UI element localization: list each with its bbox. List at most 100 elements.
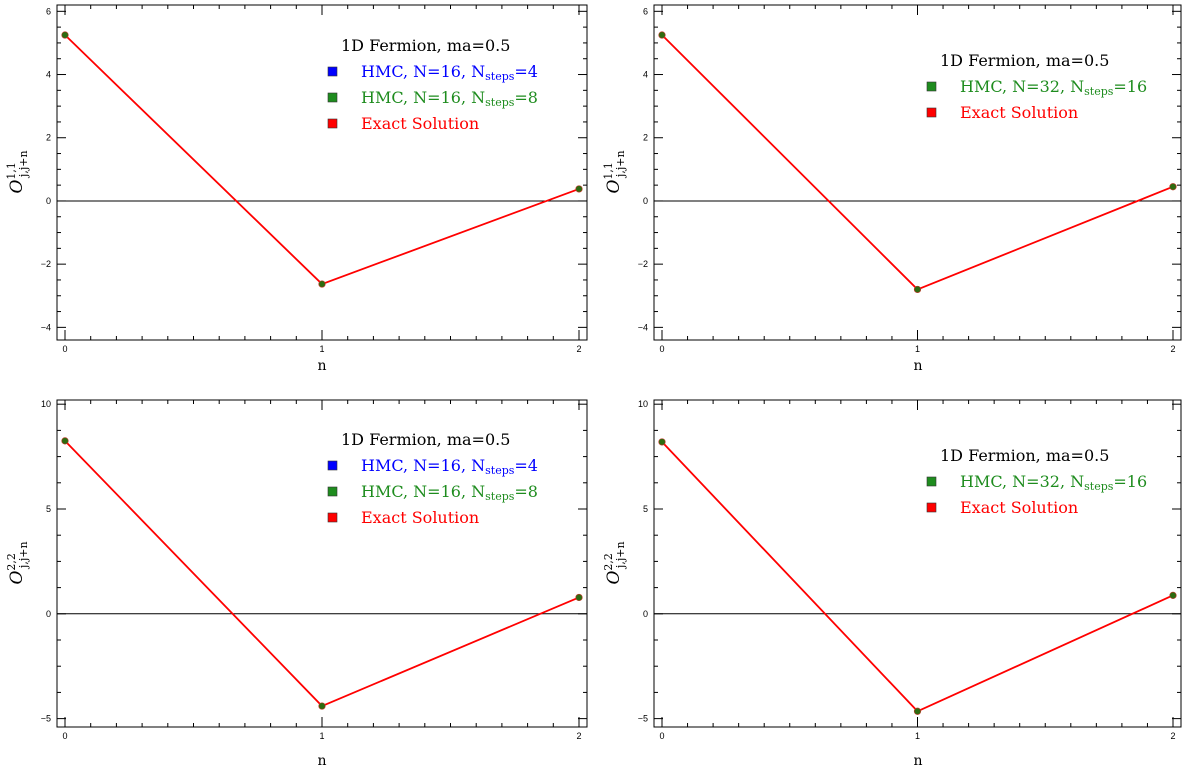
series-line-exact-solution (64, 440, 580, 708)
data-point (658, 31, 666, 39)
y-tick-label: 4 (46, 70, 51, 80)
legend-entry-label: HMC, N=16, Nsteps=4 (361, 62, 538, 83)
y-tick-label: 5 (46, 504, 51, 514)
data-point (61, 31, 69, 39)
chart-panel-top-left: −4 −2 0 2 4 6 0 1 2 1D Fermion, ma=0.5 HMC, N=16, … (5, 4, 588, 374)
x-tick-label: 2 (576, 731, 581, 741)
y-axis-label-sub: j,j+n (614, 541, 627, 570)
chart-panel-top-right: −4 −2 0 2 4 6 0 1 2 1D Fermion, ma=0.5 HMC, N=32, … (602, 4, 1182, 374)
legend-entry-suffix: =4 (514, 62, 538, 81)
y-tick-label: 0 (46, 609, 51, 619)
legend-entry-prefix: HMC, N=32, N (960, 472, 1084, 491)
y-tick-label: −2 (41, 259, 51, 269)
y-tick-label: 6 (643, 6, 648, 16)
x-axis-label: n (913, 358, 922, 374)
y-axis-label-symbol: O (604, 180, 624, 194)
x-tick-label: 2 (1170, 344, 1175, 354)
legend-entry-prefix: Exact Solution (960, 103, 1078, 122)
y-tick-label: 2 (643, 133, 648, 143)
legend-entry-suffix: =4 (514, 456, 538, 475)
y-tick-label: 4 (643, 70, 648, 80)
y-tick-label: −5 (41, 714, 51, 724)
legend-entry-suffix: =8 (514, 88, 538, 107)
y-tick-label: 10 (41, 399, 51, 409)
y-tick-label: 0 (643, 609, 648, 619)
x-tick-label: 0 (659, 344, 664, 354)
legend-marker (926, 81, 937, 92)
legend-entry-suffix: =8 (514, 482, 538, 501)
legend-title: 1D Fermion, ma=0.5 (940, 446, 1109, 465)
y-axis-label-sup: 1,1 (602, 162, 615, 180)
x-tick-label: 1 (319, 731, 324, 741)
legend-entry-label: Exact Solution (361, 114, 479, 133)
legend-entry-label: HMC, N=32, Nsteps=16 (960, 472, 1147, 493)
y-axis-label-sub: j,j+n (17, 541, 30, 570)
y-tick-label: −5 (638, 714, 648, 724)
data-point (913, 707, 922, 715)
data-point (318, 280, 326, 288)
data-point (658, 438, 666, 446)
data-point (913, 285, 922, 294)
y-axis-label: O2,2j,j+n (602, 541, 627, 584)
y-axis-label-symbol: O (604, 571, 624, 585)
legend-entry-prefix: Exact Solution (361, 114, 479, 133)
chart-panel-bottom-right: −5 0 5 10 0 1 2 1D Fermion, ma=0.5 HMC, N=32, Ns… (602, 399, 1182, 769)
legend-marker (327, 460, 338, 471)
legend-entry-prefix: HMC, N=16, N (361, 62, 485, 81)
y-tick-label: −4 (41, 322, 51, 332)
x-tick-label: 0 (62, 344, 67, 354)
data-point (575, 593, 583, 602)
data-point (1169, 183, 1177, 191)
legend-entry-suffix: =16 (1113, 472, 1147, 491)
x-axis-label: n (913, 753, 922, 769)
legend-marker (926, 476, 937, 487)
legend-entry-sub: steps (1084, 85, 1114, 98)
legend-entry-suffix: =16 (1113, 77, 1147, 96)
legend: 1D Fermion, ma=0.5 HMC, N=32, Nsteps=16 Ex… (926, 51, 1147, 122)
y-tick-label: 0 (46, 196, 51, 206)
x-tick-label: 0 (62, 731, 67, 741)
y-tick-label: −2 (638, 259, 648, 269)
x-axis-label: n (317, 358, 326, 374)
legend-entry-label: HMC, N=16, Nsteps=8 (361, 482, 538, 503)
y-axis-label: O1,1j,j+n (602, 150, 627, 193)
legend-entry-sub: steps (485, 490, 515, 503)
legend-entry-sub: steps (1084, 480, 1114, 493)
y-axis-label: O1,1j,j+n (5, 150, 30, 193)
plot-frame (56, 399, 588, 728)
legend-entry-label: HMC, N=32, Nsteps=16 (960, 77, 1147, 98)
data-point (318, 702, 326, 710)
data-point (61, 437, 69, 445)
legend-marker (327, 92, 338, 103)
legend-entry-label: HMC, N=16, Nsteps=8 (361, 88, 538, 109)
legend-entry-prefix: HMC, N=16, N (361, 456, 485, 475)
x-tick-label: 1 (319, 344, 324, 354)
legend: 1D Fermion, ma=0.5 HMC, N=32, Nsteps=16 Ex… (926, 446, 1147, 517)
y-axis-label-sup: 2,2 (5, 553, 18, 571)
legend-marker (926, 502, 937, 513)
data-point (1169, 591, 1177, 599)
y-tick-label: 2 (46, 133, 51, 143)
legend-title: 1D Fermion, ma=0.5 (341, 36, 510, 55)
y-tick-label: 6 (46, 6, 51, 16)
legend-entry-prefix: HMC, N=16, N (361, 482, 485, 501)
y-tick-label: 5 (643, 504, 648, 514)
legend-entry-label: Exact Solution (960, 103, 1078, 122)
y-axis-label: O2,2j,j+n (5, 541, 30, 584)
x-tick-label: 0 (659, 731, 664, 741)
x-tick-label: 1 (915, 731, 920, 741)
legend-entry-sub: steps (485, 96, 515, 109)
legend-entry-sub: steps (485, 70, 515, 83)
legend-title: 1D Fermion, ma=0.5 (940, 51, 1109, 70)
y-tick-label: 0 (643, 196, 648, 206)
y-axis-label-sup: 1,1 (5, 162, 18, 180)
legend-entry-sub: steps (485, 464, 515, 477)
x-tick-label: 2 (576, 344, 581, 354)
legend-entry-label: Exact Solution (361, 508, 479, 527)
legend-entry-prefix: HMC, N=16, N (361, 88, 485, 107)
y-axis-label-sup: 2,2 (602, 553, 615, 571)
y-axis-label-sub: j,j+n (17, 150, 30, 179)
series-line-exact-solution (661, 34, 1174, 291)
